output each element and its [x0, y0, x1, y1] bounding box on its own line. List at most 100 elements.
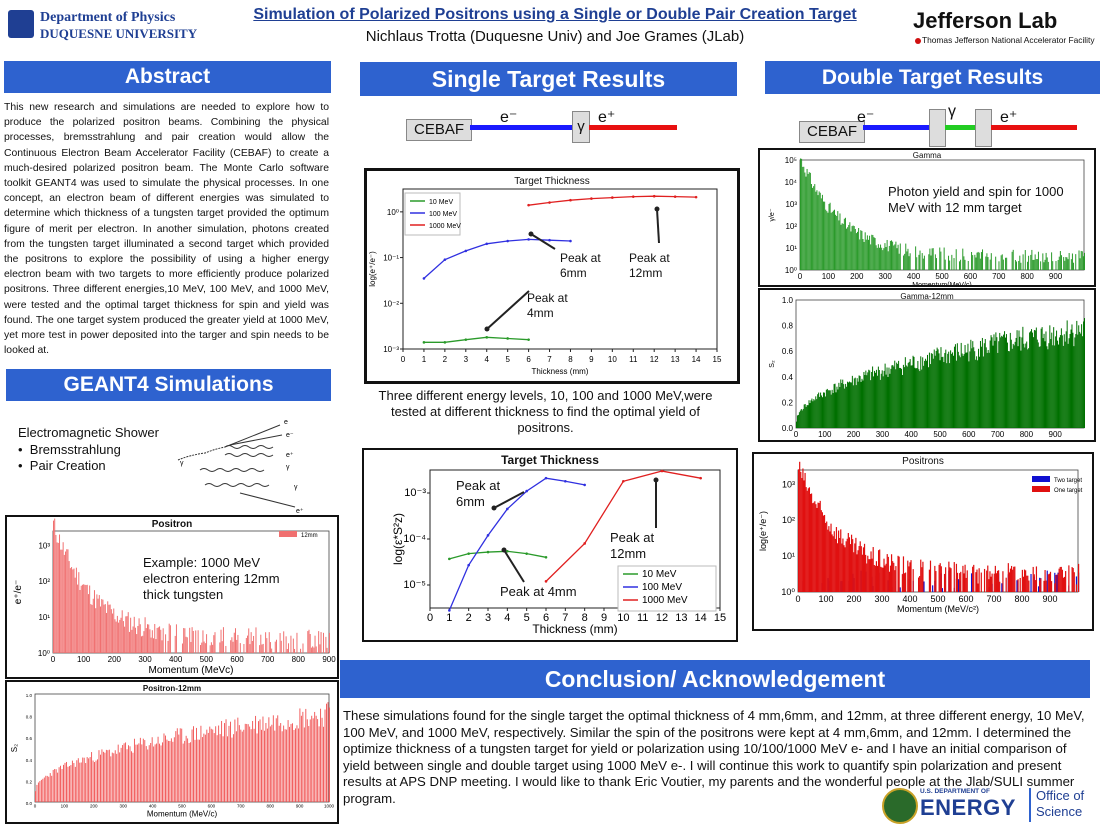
histogram-bar [1060, 566, 1062, 592]
histogram-bar [162, 628, 164, 653]
x-tick-label: 100 [818, 594, 833, 604]
x-tick-label: 12 [650, 355, 659, 364]
histogram-bar [905, 365, 907, 428]
histogram-bar [855, 385, 857, 428]
histogram-bar [1030, 331, 1032, 428]
histogram-bar [802, 166, 804, 270]
histogram-bar [266, 638, 268, 653]
x-tick-label: 1 [422, 355, 427, 364]
histogram-bar [231, 737, 233, 802]
histogram-bar [1053, 327, 1055, 428]
histogram-bar [197, 739, 199, 802]
histogram-bar [306, 719, 308, 802]
histogram-bar [941, 357, 943, 428]
x-tick-label: 500 [935, 272, 949, 281]
double-cebaf-box: CEBAF [799, 121, 865, 143]
bullet2-label: Pair Creation [29, 458, 106, 473]
histogram-bar [883, 248, 885, 270]
histogram-bar [310, 647, 312, 653]
histogram-bar [903, 255, 905, 270]
histogram-bar [320, 632, 322, 653]
histogram-bar [185, 636, 187, 653]
histogram-bar [962, 565, 964, 592]
fom-chart: 0 1 2 3 4 5 6 7 8 9 10 11 12 13 14 1510⁻⁵10⁻⁴10⁻³Thickn… [391, 469, 726, 636]
histogram-bar [986, 570, 988, 592]
single-caption: Three different energy levels, 10, 100 a… [378, 388, 713, 435]
data-point [506, 550, 509, 553]
histogram-bar [321, 717, 323, 802]
histogram-bar [910, 365, 912, 428]
histogram-bar [825, 522, 827, 592]
histogram-bar [987, 565, 989, 592]
histogram-bar [320, 708, 322, 802]
histogram-bar [876, 375, 878, 428]
histogram-bar [872, 547, 874, 592]
histogram-bar [1024, 250, 1026, 270]
histogram-bar [980, 252, 982, 270]
histogram-bar [874, 565, 876, 592]
histogram-bar [801, 478, 803, 592]
histogram-bar [922, 357, 924, 428]
y-axis-label: log(ε*S²z) [391, 513, 405, 565]
histogram-bar [848, 381, 850, 428]
histogram-bar [818, 191, 820, 270]
histogram-bar [92, 760, 94, 802]
histogram-bar [822, 392, 824, 428]
histogram-bar [1028, 348, 1030, 428]
histogram-bar [871, 234, 873, 270]
histogram-bar [1059, 251, 1061, 270]
histogram-bar [958, 355, 960, 428]
histogram-bar [876, 247, 878, 270]
diagram-label-gamma1: γ [286, 464, 290, 471]
histogram-bar [903, 367, 905, 428]
histogram-bar [269, 642, 271, 653]
histogram-bar [125, 616, 127, 653]
jlab-sub: Thomas Jefferson National Accelerator Fa… [922, 35, 1095, 45]
y-tick-label: 10¹ [782, 551, 795, 561]
histogram-bar [839, 213, 841, 270]
histogram-bar [847, 533, 849, 592]
histogram-bar [1023, 569, 1026, 592]
histogram-bar [71, 567, 73, 653]
histogram-bar [1054, 572, 1056, 592]
histogram-bar [289, 726, 291, 802]
histogram-bar [100, 754, 101, 802]
x-tick-label: 700 [237, 804, 245, 809]
histogram-bar [873, 376, 875, 428]
histogram-bar [867, 239, 869, 270]
histogram-bar [1075, 576, 1078, 592]
y-tick-label: 10⁻¹ [383, 254, 399, 263]
histogram-bar [238, 725, 240, 802]
histogram-bar [838, 220, 840, 270]
histogram-bar [899, 587, 901, 592]
histogram-bar [159, 626, 161, 653]
x-tick-label: 2 [443, 355, 448, 364]
histogram-bar [1005, 337, 1007, 428]
histogram-bar [888, 245, 890, 270]
histogram-bar [976, 569, 978, 592]
x-tick-label: 400 [907, 272, 921, 281]
histogram-bar [870, 244, 872, 270]
histogram-bar [858, 375, 860, 428]
histogram-bar [78, 572, 80, 653]
histogram-bar [879, 379, 881, 428]
histogram-bar [854, 377, 856, 428]
histogram-bar [823, 514, 826, 592]
histogram-bar [181, 728, 183, 802]
data-point [448, 609, 451, 612]
histogram-bar [51, 775, 53, 802]
histogram-bar [949, 363, 951, 428]
histogram-bar [907, 560, 909, 592]
shower-diagram: e e⁻ e⁺ γ γ γ e⁺ [177, 419, 304, 515]
histogram-bar [1042, 253, 1044, 270]
histogram-bar [1061, 335, 1063, 428]
histogram-bar [190, 742, 192, 802]
histogram-bar [873, 237, 875, 270]
histogram-bar [837, 389, 839, 428]
histogram-bar [1063, 576, 1066, 592]
histogram-bar [824, 396, 826, 428]
histogram-bar [122, 745, 124, 802]
histogram-bar [966, 570, 968, 592]
histogram-bar [244, 723, 246, 802]
histogram-bar [287, 720, 289, 802]
